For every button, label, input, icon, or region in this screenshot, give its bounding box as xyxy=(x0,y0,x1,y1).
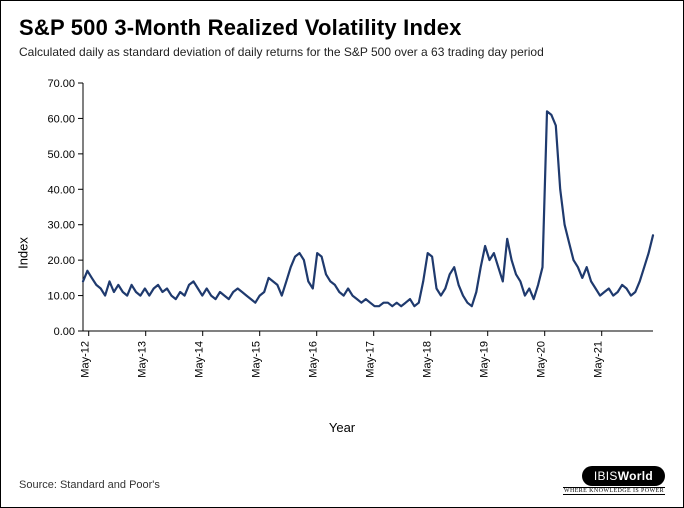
source-text: Source: Standard and Poor's xyxy=(19,479,160,491)
svg-text:May-17: May-17 xyxy=(365,341,377,378)
svg-text:May-12: May-12 xyxy=(80,341,92,378)
x-axis-label: Year xyxy=(329,420,355,435)
logo-pill: IBISWorld xyxy=(582,466,665,486)
chart-subtitle: Calculated daily as standard deviation o… xyxy=(19,45,665,59)
svg-text:10.00: 10.00 xyxy=(47,291,75,303)
line-chart-svg: 0.00 10.00 20.00 30.00 40.00 50.00 60.00 70.00 M… xyxy=(19,73,665,403)
chart-title: S&P 500 3-Month Realized Volatility Inde… xyxy=(19,15,665,41)
chart-card: S&P 500 3-Month Realized Volatility Inde… xyxy=(0,0,684,508)
logo-text-ibis: IBIS xyxy=(594,469,618,483)
svg-text:May-18: May-18 xyxy=(422,341,434,378)
ibisworld-logo: IBISWorld WHERE KNOWLEDGE IS POWER xyxy=(563,466,665,495)
svg-text:May-13: May-13 xyxy=(137,341,149,378)
svg-text:50.00: 50.00 xyxy=(47,149,75,161)
svg-text:May-20: May-20 xyxy=(536,341,548,378)
svg-text:May-21: May-21 xyxy=(593,341,605,378)
svg-text:60.00: 60.00 xyxy=(47,113,75,125)
svg-text:40.00: 40.00 xyxy=(47,184,75,196)
y-axis-label: Index xyxy=(15,237,30,269)
chart-area: Index 0.0010.0020.0030.0040.0050.0060.00… xyxy=(19,73,665,433)
svg-text:May-19: May-19 xyxy=(479,341,491,378)
svg-text:20.00: 20.00 xyxy=(47,255,75,267)
svg-text:May-15: May-15 xyxy=(251,341,263,378)
logo-text-world: World xyxy=(618,469,653,483)
svg-text:May-14: May-14 xyxy=(194,341,206,378)
svg-text:30.00: 30.00 xyxy=(47,220,75,232)
logo-tagline: WHERE KNOWLEDGE IS POWER xyxy=(563,487,665,495)
svg-text:0.00: 0.00 xyxy=(54,326,75,338)
svg-text:May-16: May-16 xyxy=(308,341,320,378)
svg-text:70.00: 70.00 xyxy=(47,78,75,90)
